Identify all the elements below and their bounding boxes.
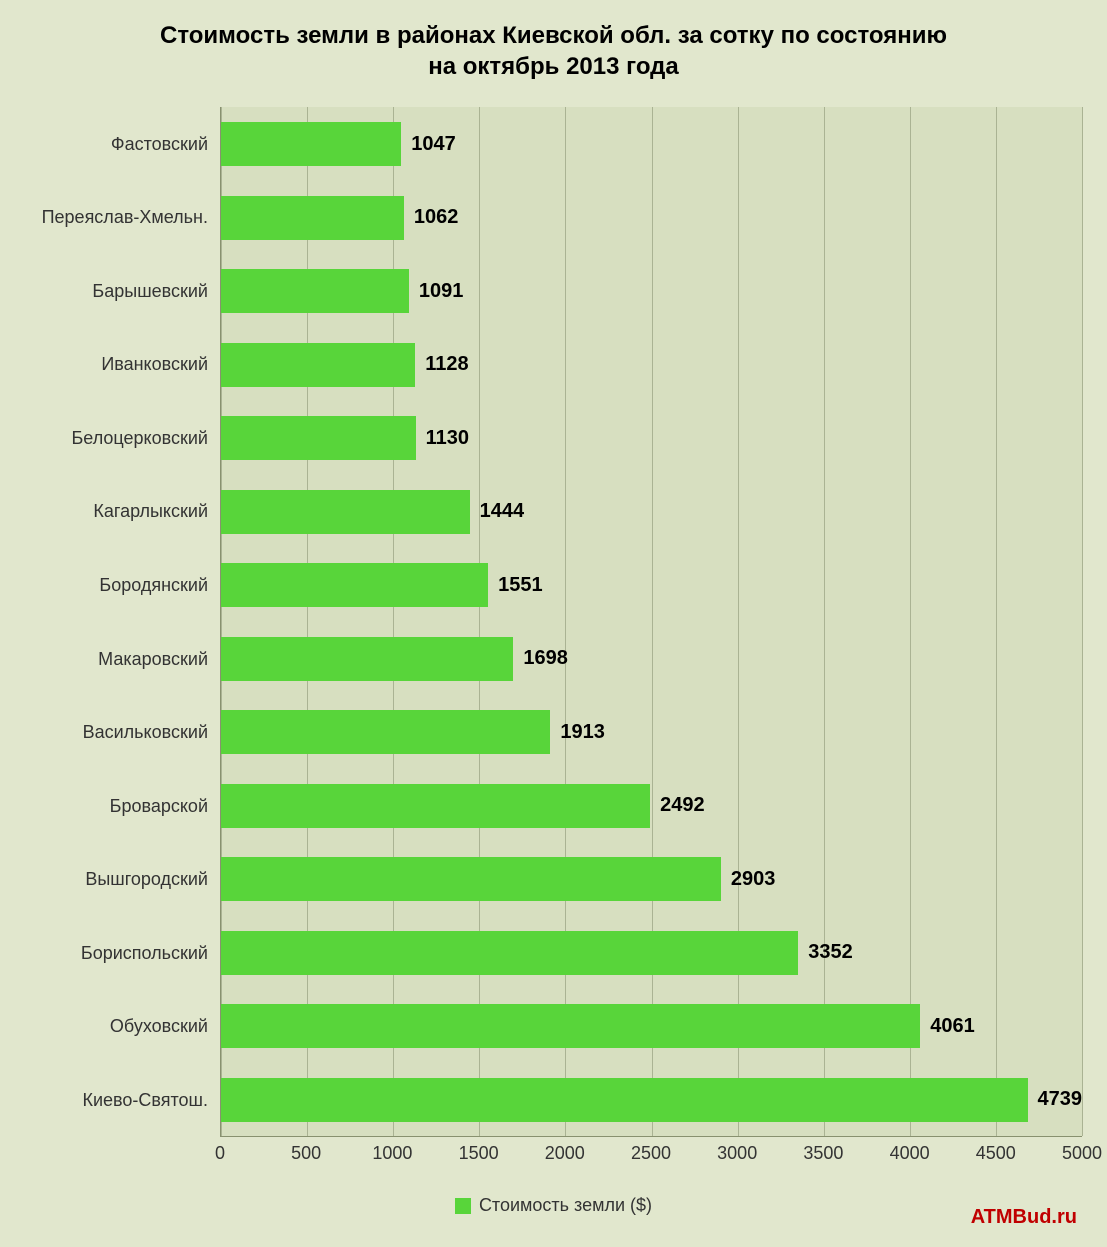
legend-swatch <box>455 1198 471 1214</box>
y-axis-label: Макаровский <box>25 649 208 670</box>
x-axis-tick: 3000 <box>717 1143 757 1164</box>
value-label: 1091 <box>419 280 464 303</box>
value-label: 1551 <box>498 574 543 597</box>
bar-row: 3352 <box>221 931 1082 975</box>
value-label: 1698 <box>523 647 568 670</box>
bar <box>221 490 470 534</box>
value-label: 1128 <box>425 353 468 376</box>
bar <box>221 857 721 901</box>
bar-row: 1130 <box>221 416 1082 460</box>
value-label: 3352 <box>808 941 853 964</box>
y-axis-label: Барышевский <box>25 281 208 302</box>
y-axis-label: Киево-Святош. <box>25 1090 208 1111</box>
y-axis-label: Иванковский <box>25 354 208 375</box>
chart-title-line2: на октябрь 2013 года <box>25 51 1082 82</box>
y-axis-label: Фастовский <box>25 134 208 155</box>
plot-wrapper: Фастовский Переяслав-Хмельн. Барышевский Ив… <box>25 107 1082 1137</box>
bar-row: 2903 <box>221 857 1082 901</box>
bar-row: 4061 <box>221 1004 1082 1048</box>
chart-container: Стоимость земли в районах Киевской обл. … <box>0 0 1107 1247</box>
value-label: 1913 <box>560 721 605 744</box>
y-axis-labels: Фастовский Переяслав-Хмельн. Барышевский Ив… <box>25 107 220 1137</box>
bar-row: 1091 <box>221 269 1082 313</box>
x-axis-ticks: 0500100015002000250030003500400045005000 <box>220 1143 1082 1167</box>
value-label: 2903 <box>731 868 776 891</box>
watermark: ATMBud.ru <box>971 1206 1077 1229</box>
bar-row: 1698 <box>221 637 1082 681</box>
bar-row: 1062 <box>221 196 1082 240</box>
x-axis-tick: 1500 <box>459 1143 499 1164</box>
y-axis-label: Вышгородский <box>25 869 208 890</box>
y-axis-label: Броварской <box>25 796 208 817</box>
x-axis-tick: 3500 <box>803 1143 843 1164</box>
x-axis-tick: 500 <box>291 1143 321 1164</box>
bar <box>221 122 401 166</box>
gridline <box>1082 107 1083 1136</box>
bars-layer: 1047 1062 1091 1128 1130 1444 1551 1698 1913 2492… <box>221 107 1082 1136</box>
value-label: 1047 <box>411 133 456 156</box>
chart-title-line1: Стоимость земли в районах Киевской обл. … <box>25 20 1082 51</box>
bar-row: 1551 <box>221 563 1082 607</box>
y-axis-label: Бородянский <box>25 575 208 596</box>
y-axis-label: Кагарлыкский <box>25 501 208 522</box>
value-label: 4739 <box>1038 1088 1083 1111</box>
bar <box>221 637 513 681</box>
x-axis-tick: 4000 <box>890 1143 930 1164</box>
bar-row: 2492 <box>221 784 1082 828</box>
x-axis: 0500100015002000250030003500400045005000 <box>25 1143 1082 1167</box>
legend-label: Стоимость земли ($) <box>479 1195 652 1216</box>
bar-row: 1444 <box>221 490 1082 534</box>
value-label: 1130 <box>426 427 469 450</box>
y-axis-label: Белоцерковский <box>25 428 208 449</box>
value-label: 2492 <box>660 794 705 817</box>
bar-row: 1128 <box>221 343 1082 387</box>
bar <box>221 196 404 240</box>
bar <box>221 931 798 975</box>
legend: Стоимость земли ($) <box>25 1195 1082 1216</box>
x-axis-tick: 0 <box>215 1143 225 1164</box>
x-axis-tick: 2500 <box>631 1143 671 1164</box>
bar <box>221 784 650 828</box>
x-axis-tick: 4500 <box>976 1143 1016 1164</box>
bar-row: 1047 <box>221 122 1082 166</box>
bar <box>221 269 409 313</box>
bar <box>221 710 550 754</box>
value-label: 4061 <box>930 1015 975 1038</box>
bar <box>221 1078 1028 1122</box>
y-axis-label: Обуховский <box>25 1016 208 1037</box>
y-axis-label: Бориспольский <box>25 943 208 964</box>
y-axis-label: Васильковский <box>25 722 208 743</box>
plot-area: 1047 1062 1091 1128 1130 1444 1551 1698 1913 2492… <box>220 107 1082 1137</box>
bar-row: 1913 <box>221 710 1082 754</box>
x-axis-tick: 1000 <box>372 1143 412 1164</box>
y-axis-label: Переяслав-Хмельн. <box>25 207 208 228</box>
value-label: 1062 <box>414 206 459 229</box>
x-axis-tick: 5000 <box>1062 1143 1102 1164</box>
bar <box>221 563 488 607</box>
chart-title: Стоимость земли в районах Киевской обл. … <box>25 20 1082 82</box>
bar-row: 4739 <box>221 1078 1082 1122</box>
bar <box>221 343 415 387</box>
x-axis-tick: 2000 <box>545 1143 585 1164</box>
bar <box>221 416 416 460</box>
bar <box>221 1004 920 1048</box>
value-label: 1444 <box>480 500 525 523</box>
